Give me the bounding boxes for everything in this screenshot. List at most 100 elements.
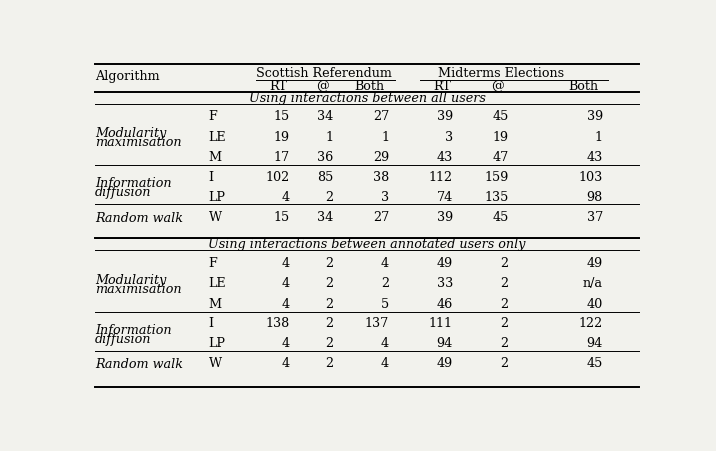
- Text: 15: 15: [273, 211, 289, 224]
- Text: 2: 2: [326, 297, 334, 310]
- Text: 17: 17: [273, 151, 289, 163]
- Text: Random walk: Random walk: [95, 212, 183, 224]
- Text: 2: 2: [500, 317, 508, 329]
- Text: 19: 19: [493, 130, 508, 143]
- Text: 4: 4: [281, 297, 289, 310]
- Text: 74: 74: [437, 191, 453, 204]
- Text: RT: RT: [433, 80, 451, 93]
- Text: W: W: [209, 211, 222, 224]
- Text: 34: 34: [317, 110, 334, 123]
- Text: 94: 94: [437, 336, 453, 350]
- Text: @: @: [316, 80, 329, 93]
- Text: 159: 159: [484, 170, 508, 184]
- Text: 36: 36: [317, 151, 334, 163]
- Text: diffusion: diffusion: [95, 332, 152, 345]
- Text: 19: 19: [273, 130, 289, 143]
- Text: 45: 45: [586, 356, 603, 369]
- Text: 49: 49: [437, 356, 453, 369]
- Text: 2: 2: [500, 297, 508, 310]
- Text: I: I: [209, 317, 214, 329]
- Text: 45: 45: [492, 110, 508, 123]
- Text: Random walk: Random walk: [95, 357, 183, 370]
- Text: 2: 2: [326, 317, 334, 329]
- Text: 4: 4: [281, 336, 289, 350]
- Text: 103: 103: [579, 170, 603, 184]
- Text: 135: 135: [484, 191, 508, 204]
- Text: 43: 43: [586, 151, 603, 163]
- Text: 27: 27: [373, 110, 390, 123]
- Text: Scottish Referendum: Scottish Referendum: [256, 67, 392, 80]
- Text: 5: 5: [381, 297, 390, 310]
- Text: 98: 98: [586, 191, 603, 204]
- Text: Using interactions between all users: Using interactions between all users: [248, 92, 485, 105]
- Text: @: @: [491, 80, 504, 93]
- Text: 15: 15: [273, 110, 289, 123]
- Text: 2: 2: [500, 277, 508, 290]
- Text: 4: 4: [281, 277, 289, 290]
- Text: 33: 33: [437, 277, 453, 290]
- Text: LP: LP: [209, 191, 226, 204]
- Text: RT: RT: [269, 80, 287, 93]
- Text: 2: 2: [326, 191, 334, 204]
- Text: 2: 2: [326, 257, 334, 270]
- Text: Midterms Elections: Midterms Elections: [438, 67, 565, 80]
- Text: 3: 3: [445, 130, 453, 143]
- Text: Modularity: Modularity: [95, 273, 166, 286]
- Text: 46: 46: [437, 297, 453, 310]
- Text: 39: 39: [437, 110, 453, 123]
- Text: 37: 37: [586, 211, 603, 224]
- Text: 4: 4: [281, 356, 289, 369]
- Text: maximisation: maximisation: [95, 136, 182, 148]
- Text: Using interactions between annotated users only: Using interactions between annotated use…: [208, 238, 526, 251]
- Text: 2: 2: [500, 257, 508, 270]
- Text: maximisation: maximisation: [95, 282, 182, 295]
- Text: 138: 138: [265, 317, 289, 329]
- Text: 112: 112: [429, 170, 453, 184]
- Text: LE: LE: [209, 130, 226, 143]
- Text: Information: Information: [95, 177, 172, 190]
- Text: 102: 102: [265, 170, 289, 184]
- Text: I: I: [209, 170, 214, 184]
- Text: 4: 4: [381, 356, 390, 369]
- Text: 94: 94: [586, 336, 603, 350]
- Text: Both: Both: [569, 80, 599, 93]
- Text: Both: Both: [354, 80, 384, 93]
- Text: 45: 45: [492, 211, 508, 224]
- Text: LP: LP: [209, 336, 226, 350]
- Text: F: F: [209, 110, 218, 123]
- Text: 34: 34: [317, 211, 334, 224]
- Text: 4: 4: [281, 257, 289, 270]
- Text: LE: LE: [209, 277, 226, 290]
- Text: 4: 4: [381, 257, 390, 270]
- Text: M: M: [209, 151, 222, 163]
- Text: 2: 2: [326, 356, 334, 369]
- Text: 29: 29: [373, 151, 390, 163]
- Text: 85: 85: [317, 170, 334, 184]
- Text: 1: 1: [381, 130, 390, 143]
- Text: Information: Information: [95, 323, 172, 336]
- Text: M: M: [209, 297, 222, 310]
- Text: 39: 39: [586, 110, 603, 123]
- Text: 47: 47: [492, 151, 508, 163]
- Text: diffusion: diffusion: [95, 186, 152, 199]
- Text: 2: 2: [326, 336, 334, 350]
- Text: 39: 39: [437, 211, 453, 224]
- Text: 4: 4: [381, 336, 390, 350]
- Text: 137: 137: [365, 317, 390, 329]
- Text: 122: 122: [579, 317, 603, 329]
- Text: 43: 43: [437, 151, 453, 163]
- Text: 2: 2: [381, 277, 390, 290]
- Text: 2: 2: [500, 356, 508, 369]
- Text: 1: 1: [326, 130, 334, 143]
- Text: Algorithm: Algorithm: [95, 70, 160, 83]
- Text: n/a: n/a: [583, 277, 603, 290]
- Text: 2: 2: [326, 277, 334, 290]
- Text: 38: 38: [373, 170, 390, 184]
- Text: W: W: [209, 356, 222, 369]
- Text: 1: 1: [595, 130, 603, 143]
- Text: 3: 3: [381, 191, 390, 204]
- Text: 49: 49: [437, 257, 453, 270]
- Text: 111: 111: [429, 317, 453, 329]
- Text: 49: 49: [586, 257, 603, 270]
- Text: 2: 2: [500, 336, 508, 350]
